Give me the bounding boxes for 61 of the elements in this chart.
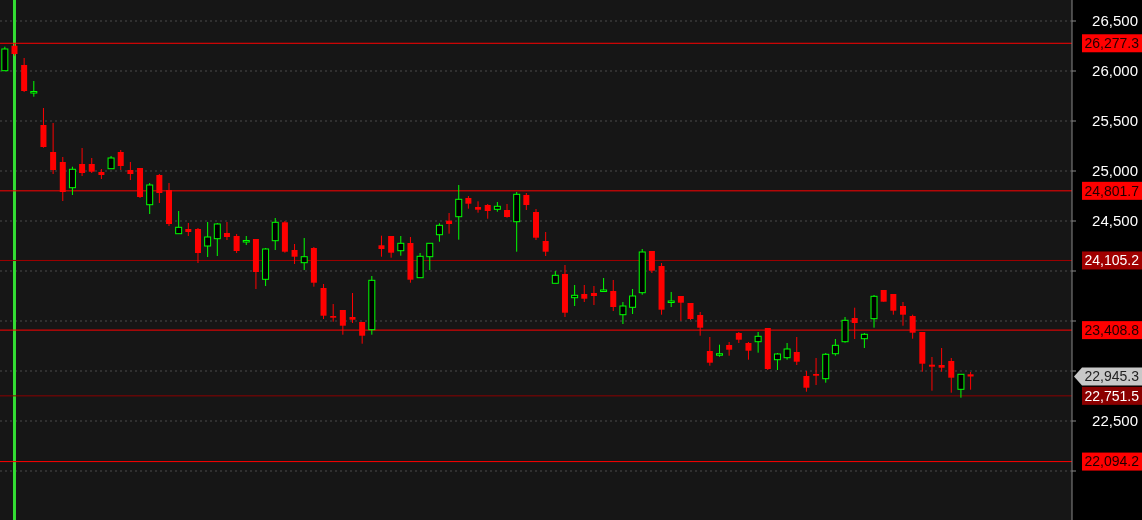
candlestick — [204, 221, 212, 258]
candlestick — [446, 212, 453, 235]
candlestick — [571, 284, 579, 307]
ref-line-label: 22,751.5 — [1084, 387, 1140, 404]
candlestick — [388, 235, 395, 259]
y-tick-label: 26,000 — [1092, 62, 1138, 80]
ref-line-label: 24,801.7 — [1084, 182, 1140, 199]
candlestick — [899, 301, 906, 327]
candlestick — [813, 357, 820, 386]
candlestick — [648, 250, 655, 274]
candlestick — [233, 233, 240, 254]
ref-line-label: 24,105.2 — [1084, 252, 1140, 269]
candlestick — [706, 336, 713, 367]
candlestick — [416, 252, 424, 279]
candlestick — [629, 288, 637, 315]
candlestick — [117, 149, 124, 171]
candlestick — [50, 122, 57, 175]
candlestick — [504, 203, 511, 219]
candlestick — [610, 279, 617, 312]
candlestick — [271, 217, 279, 251]
candlestick — [213, 222, 221, 257]
candlestick — [68, 166, 76, 196]
ref-line-label: 26,277.3 — [1084, 35, 1140, 52]
candlestick — [619, 301, 627, 325]
candlestick — [590, 285, 597, 306]
candlestick — [455, 184, 463, 241]
y-tick-label: 24,500 — [1092, 212, 1138, 230]
candlestick — [378, 235, 385, 258]
ref-line-label: 23,408.8 — [1084, 322, 1140, 339]
candlestick — [542, 231, 549, 257]
candlestick — [803, 370, 810, 393]
candlestick — [175, 210, 183, 235]
candlestick — [300, 237, 308, 271]
y-tick-label: 22,500 — [1092, 412, 1138, 430]
candlestick — [397, 235, 405, 257]
ref-line-label: 22,094.2 — [1084, 453, 1140, 470]
candlestick — [870, 294, 878, 329]
candlestick — [793, 336, 800, 366]
candlestick — [194, 227, 201, 264]
candlestick — [948, 357, 955, 394]
candlestick — [146, 182, 154, 215]
candlestick — [928, 356, 935, 392]
candlestick — [426, 242, 434, 271]
y-tick-label: 26,500 — [1092, 12, 1138, 30]
text: 22,945.3 — [1084, 368, 1140, 385]
candlestick — [349, 292, 356, 324]
candlestick — [223, 221, 230, 241]
candlestick — [79, 147, 86, 177]
candlestick — [957, 373, 965, 399]
y-tick-label: 25,000 — [1092, 162, 1138, 180]
candlestick — [677, 295, 684, 322]
candlestick — [890, 293, 897, 316]
candlestick — [291, 243, 298, 265]
candlestick — [475, 200, 482, 214]
candlestick — [40, 107, 47, 149]
y-tick-label: 25,500 — [1092, 112, 1138, 130]
candlestick — [435, 222, 443, 243]
candlestick — [841, 316, 849, 344]
candlestick — [938, 347, 945, 373]
candlestick — [1, 46, 9, 72]
candlestick — [754, 331, 762, 354]
